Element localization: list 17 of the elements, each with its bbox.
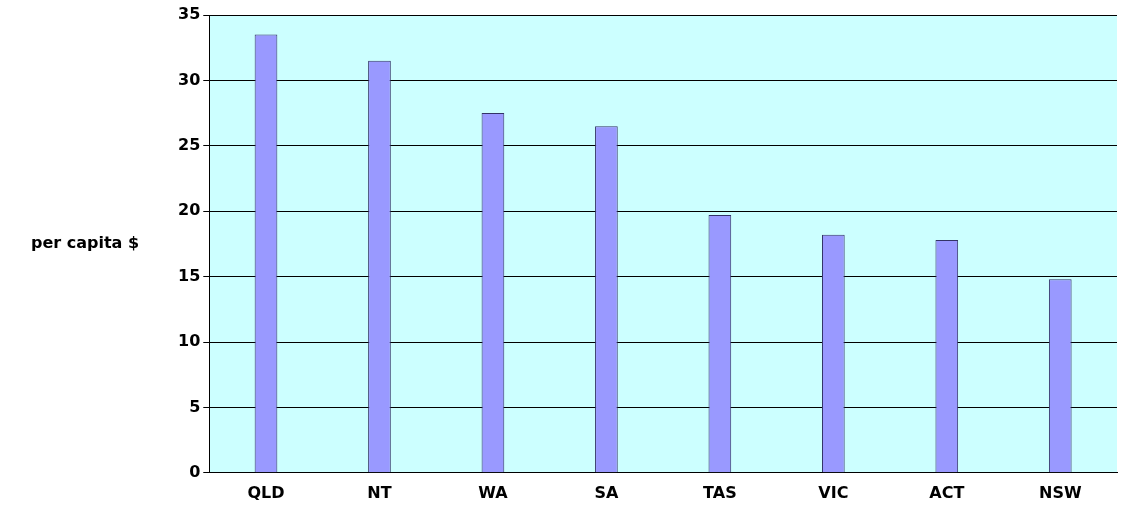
y-tick-label: 30 bbox=[178, 69, 201, 89]
x-tick-label: ACT bbox=[929, 482, 965, 502]
x-tick-label: VIC bbox=[818, 482, 849, 502]
y-tick-label: 0 bbox=[189, 461, 201, 481]
y-tick-label: 35 bbox=[178, 4, 201, 24]
y-tick-label: 5 bbox=[189, 396, 201, 416]
x-tick-label: NSW bbox=[1038, 482, 1082, 502]
x-tick-label: QLD bbox=[247, 482, 285, 502]
y-tick-label: 20 bbox=[178, 200, 201, 220]
x-tick-label: WA bbox=[478, 482, 509, 502]
x-tick-label: SA bbox=[594, 482, 619, 502]
x-tick-label: NT bbox=[367, 482, 392, 502]
y-axis-title: per capita $ bbox=[30, 233, 140, 253]
y-tick-label: 15 bbox=[178, 265, 201, 285]
y-tick-label: 25 bbox=[178, 134, 201, 154]
x-tick-label: TAS bbox=[703, 482, 737, 502]
y-tick-label: 10 bbox=[178, 331, 201, 351]
